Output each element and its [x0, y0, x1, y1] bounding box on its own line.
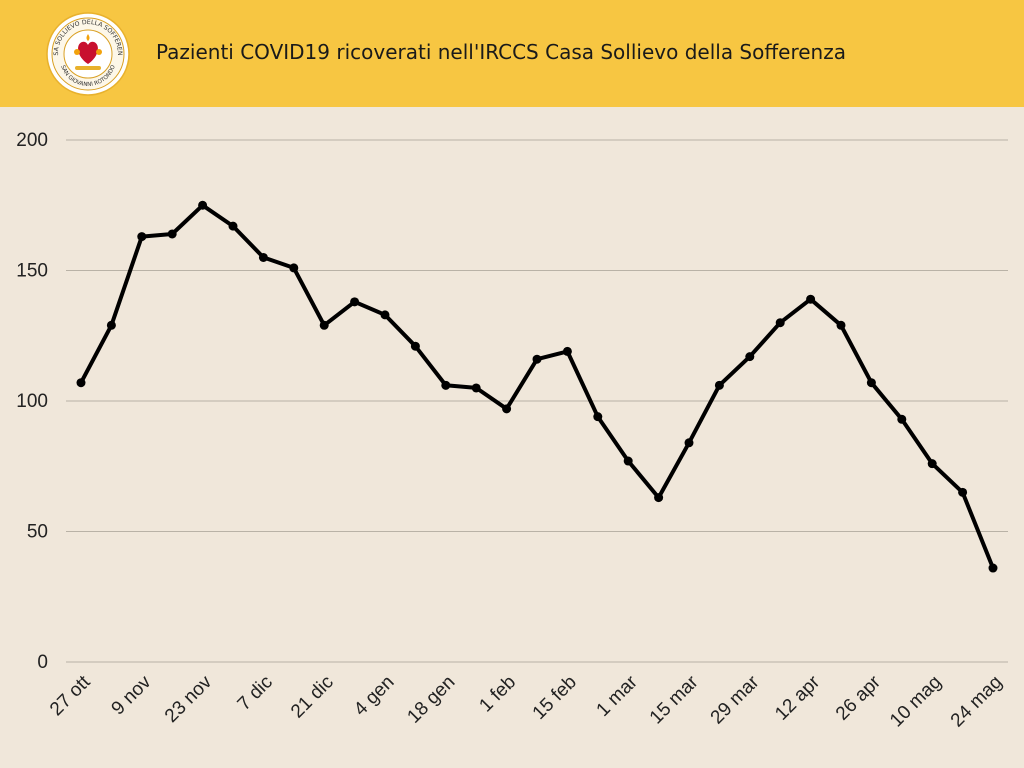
data-point [167, 229, 177, 239]
y-tick-label-200: 200 [16, 130, 48, 151]
x-tick-label: 1 mar [593, 671, 643, 721]
data-point [897, 414, 907, 424]
page-title: Pazienti COVID19 ricoverati nell'IRCCS C… [156, 40, 846, 64]
x-tick-label: 29 mar [707, 671, 764, 728]
data-point [806, 294, 816, 304]
data-point [502, 404, 512, 414]
y-tick-label-100: 100 [16, 391, 48, 412]
data-point [350, 297, 360, 307]
x-tick-label: 12 apr [771, 671, 824, 724]
x-tick-label: 10 mag [886, 672, 946, 732]
data-point [836, 320, 846, 330]
data-point [380, 310, 390, 320]
x-tick-label: 15 feb [529, 672, 581, 724]
y-tick-label-50: 50 [27, 522, 48, 543]
data-point [258, 252, 268, 262]
data-point [289, 263, 299, 273]
data-point [866, 378, 876, 388]
x-tick-label: 27 ott [46, 671, 95, 720]
x-tick-label: 9 nov [108, 671, 156, 719]
data-point [471, 383, 481, 393]
header-bar: CASA SOLLIEVO DELLA SOFFERENZA SAN GIOVA… [0, 0, 1024, 107]
data-point [623, 456, 633, 466]
y-tick-label-0: 0 [37, 652, 48, 673]
x-tick-label: 1 feb [475, 672, 520, 717]
data-point [988, 563, 998, 573]
x-tick-label: 26 apr [832, 671, 885, 724]
x-tick-label: 23 nov [161, 671, 217, 727]
x-tick-label: 21 dic [287, 672, 338, 723]
data-point [654, 493, 664, 503]
data-point [76, 378, 86, 388]
x-tick-label: 15 mar [646, 671, 703, 728]
data-point [228, 221, 238, 231]
data-point [319, 320, 329, 330]
data-point [745, 352, 755, 362]
data-point [532, 354, 542, 364]
data-point [775, 318, 785, 328]
y-tick-label-150: 150 [16, 261, 48, 282]
data-point [198, 200, 208, 210]
data-point [958, 487, 968, 497]
x-tick-label: 7 dic [234, 672, 277, 715]
data-point [593, 412, 603, 422]
data-point [106, 320, 116, 330]
data-point [684, 438, 694, 448]
x-tick-label: 24 mag [947, 672, 1007, 732]
x-tick-label: 4 gen [350, 672, 398, 720]
data-point [714, 380, 724, 390]
series-line [79, 203, 995, 570]
hospital-logo: CASA SOLLIEVO DELLA SOFFERENZA SAN GIOVA… [46, 12, 130, 96]
x-tick-label: 18 gen [403, 672, 459, 728]
data-point [927, 459, 937, 469]
data-point [410, 341, 420, 351]
data-point [441, 380, 451, 390]
data-point [137, 232, 147, 242]
data-point [562, 346, 572, 356]
